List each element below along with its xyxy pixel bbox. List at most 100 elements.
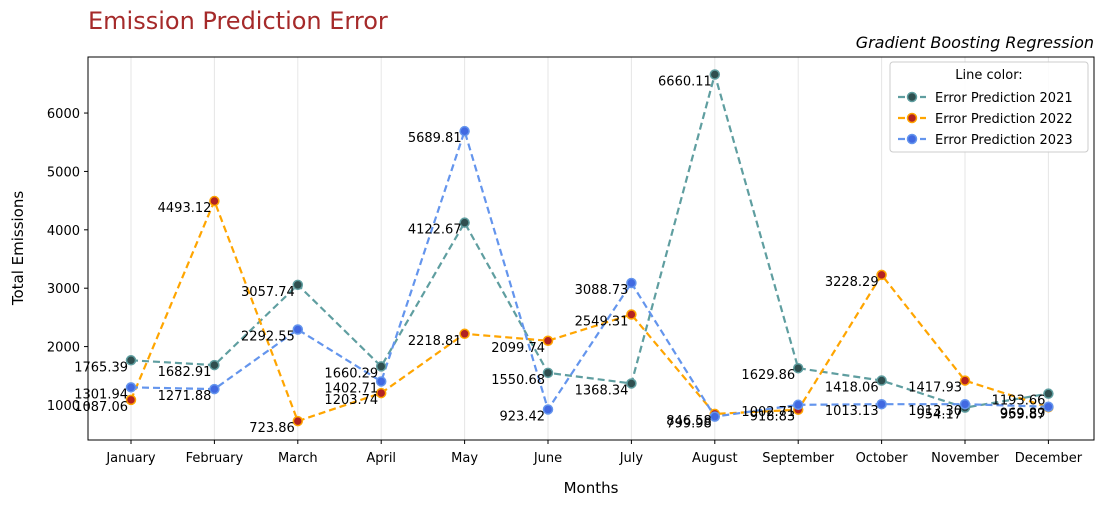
data-point: [1043, 401, 1054, 412]
data-label: 1765.39: [74, 360, 128, 375]
data-point: [292, 279, 304, 291]
data-label: 1203.74: [324, 393, 378, 408]
legend-entry: Error Prediction 2022: [935, 112, 1073, 127]
data-label: 1087.06: [74, 400, 128, 415]
data-point: [876, 398, 887, 410]
legend-marker: [906, 112, 918, 124]
data-point: [209, 195, 220, 207]
data-label: 1013.13: [825, 404, 879, 419]
data-label: 2549.31: [575, 315, 629, 330]
data-label: 723.86: [249, 421, 295, 436]
x-tick-label: May: [451, 451, 478, 466]
data-point: [125, 394, 137, 406]
data-label: 4122.67: [408, 223, 462, 238]
x-tick-label: January: [105, 451, 156, 466]
data-label: 1550.68: [491, 373, 545, 388]
data-point: [375, 361, 387, 372]
data-point: [375, 376, 387, 387]
data-point: [876, 375, 887, 386]
x-axis: January February March April May June July Augu…: [105, 440, 1083, 466]
x-tick-label: June: [533, 451, 562, 466]
y-tick-label: 3000: [47, 282, 80, 297]
x-tick-label: July: [619, 451, 644, 466]
data-point: [292, 415, 304, 427]
data-label: 3088.73: [575, 283, 629, 298]
data-point: [626, 309, 637, 320]
data-label: 1193.66: [992, 394, 1046, 409]
data-label: 954.17: [917, 408, 963, 423]
legend-entry: Error Prediction 2023: [935, 133, 1073, 148]
chart-subtitle: Gradient Boosting Regression: [856, 33, 1094, 52]
legend-entry: Error Prediction 2021: [935, 91, 1073, 106]
x-tick-label: December: [1015, 451, 1083, 466]
data-label: 2218.81: [408, 334, 462, 349]
data-label: 1629.86: [741, 368, 795, 383]
data-label: 2292.55: [241, 330, 295, 345]
legend-marker: [906, 91, 918, 103]
data-label: 3057.74: [241, 285, 295, 300]
x-tick-label: September: [762, 451, 835, 466]
data-point: [876, 269, 887, 281]
data-label: 6660.11: [658, 75, 712, 90]
y-axis-label: Total Emissions: [9, 191, 27, 307]
x-tick-label: February: [186, 451, 244, 466]
data-label: 923.42: [500, 409, 546, 424]
data-point: [125, 355, 137, 366]
y-axis: 1000 2000 3000 4000 5000 6000: [47, 107, 88, 414]
data-point: [459, 328, 470, 340]
y-tick-label: 5000: [47, 165, 80, 180]
series-lines: [129, 73, 1049, 423]
legend-items: Error Prediction 2021 Error Prediction 20…: [898, 91, 1073, 148]
series-line: [130, 130, 1049, 418]
data-label: 846.58: [666, 414, 712, 429]
data-point: [626, 277, 637, 289]
data-label: 1682.91: [158, 365, 212, 380]
data-label: 1271.88: [158, 389, 212, 404]
data-point: [709, 69, 721, 80]
x-tick-label: April: [366, 451, 396, 466]
plot-area: [87, 56, 1095, 441]
data-point: [209, 383, 220, 395]
data-label: 1013.30: [908, 404, 962, 419]
x-axis-label: Months: [564, 479, 619, 497]
data-label: 959.87: [1000, 407, 1046, 422]
data-labels: 1765.39 1682.91 3057.74 1660.29 4122.67 1550.…: [74, 75, 1045, 437]
series-markers: [125, 69, 1054, 427]
data-label: 799.98: [666, 417, 712, 432]
data-point: [959, 375, 971, 386]
data-label: 5689.81: [408, 131, 462, 146]
data-label: 969.89: [1000, 407, 1046, 422]
data-point: [292, 324, 304, 335]
data-label: 918.83: [750, 410, 796, 425]
data-point: [459, 217, 470, 228]
legend-marker: [906, 133, 918, 145]
y-tick-label: 1000: [47, 399, 80, 414]
y-tick-label: 6000: [47, 107, 80, 122]
series-line: [129, 199, 1049, 423]
data-point: [542, 367, 554, 379]
data-point: [1043, 388, 1054, 399]
data-label: 2099.74: [491, 341, 545, 356]
data-label: 1417.93: [908, 381, 962, 396]
data-point: [459, 125, 470, 137]
x-tick-label: August: [692, 451, 738, 466]
y-tick-label: 4000: [47, 224, 80, 239]
series-line: [130, 73, 1049, 409]
data-point: [709, 411, 721, 422]
x-tick-label: November: [931, 451, 999, 466]
data-label: 1660.29: [324, 366, 378, 381]
data-label: 1402.71: [324, 381, 378, 396]
data-point: [959, 398, 971, 410]
data-label: 1301.94: [74, 387, 128, 402]
chart-title: Emission Prediction Error: [88, 7, 388, 35]
x-tick-label: March: [278, 451, 318, 466]
legend-title: Line color:: [955, 68, 1022, 83]
data-label: 1002.71: [741, 405, 795, 420]
data-point: [626, 378, 637, 389]
data-label: 3228.29: [825, 275, 879, 290]
data-label: 1368.34: [575, 383, 629, 398]
data-point: [792, 362, 804, 374]
data-point: [792, 399, 804, 411]
